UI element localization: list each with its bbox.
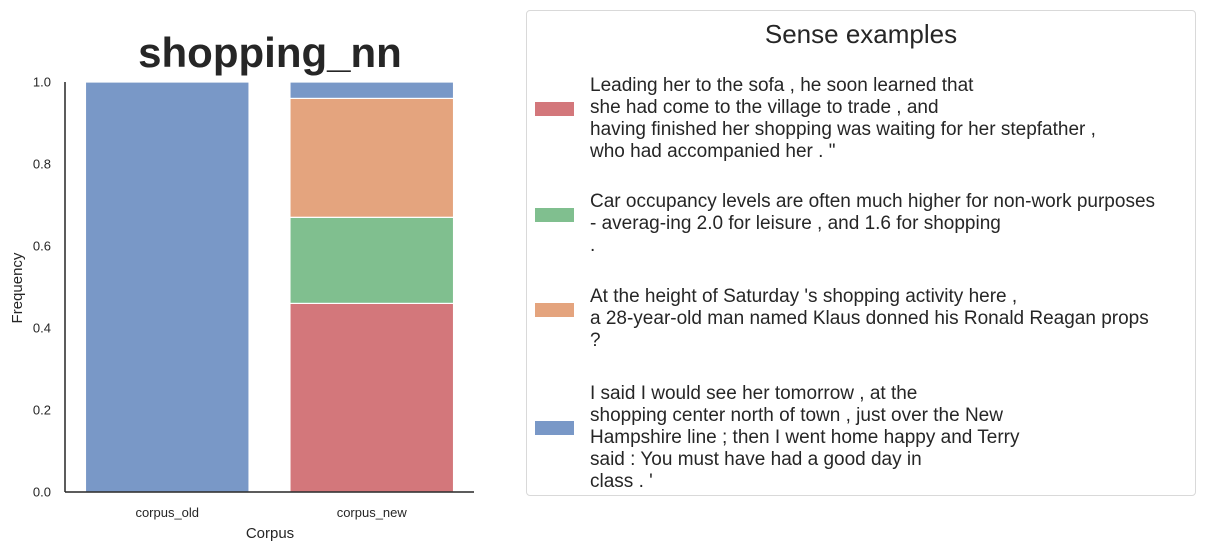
chart-title: shopping_nn [138, 29, 402, 76]
y-tick-label: 0.0 [33, 485, 51, 500]
x-axis: corpus_old corpus_new [65, 491, 474, 520]
legend-swatch-sense-1 [535, 102, 574, 116]
y-tick-label: 0.6 [33, 239, 51, 254]
legend-text-sense-3: At the height of Saturday 's shopping ac… [590, 286, 1149, 351]
bar-corpus_new-segment-1 [289, 302, 455, 493]
stacked-bar-chart: shopping_nn 0.0 0.2 0.4 0.6 0.8 1.0 corpus_ol… [9, 29, 474, 542]
x-axis-label: Corpus [246, 525, 294, 542]
legend-swatch-sense-4 [535, 421, 574, 435]
y-tick-label: 0.2 [33, 403, 51, 418]
legend-text-sense-4: I said I would see her tomorrow , at the… [590, 383, 1020, 492]
legend: Sense examples Leading her to the sofa ,… [526, 10, 1196, 496]
y-axis: 0.0 0.2 0.4 0.6 0.8 1.0 [33, 75, 66, 500]
legend-text-sense-2: Car occupancy levels are often much high… [590, 191, 1156, 256]
legend-text-sense-1: Leading her to the sofa , he soon learne… [590, 75, 1096, 162]
legend-swatch-sense-2 [535, 208, 574, 222]
legend-title: Sense examples [764, 19, 958, 49]
y-tick-label: 1.0 [33, 75, 51, 90]
bar-corpus_new-segment-3 [289, 97, 455, 218]
x-tick-label: corpus_old [135, 505, 199, 520]
bar-corpus_new-segment-2 [289, 216, 455, 305]
bar-corpus_new-segment-4 [289, 81, 455, 99]
y-axis-label: Frequency [9, 252, 26, 323]
bars-group [84, 81, 455, 493]
y-tick-label: 0.8 [33, 157, 51, 172]
x-tick-label: corpus_new [337, 505, 408, 520]
y-tick-label: 0.4 [33, 321, 51, 336]
bar-corpus_old-segment-4 [84, 81, 250, 493]
legend-swatch-sense-3 [535, 303, 574, 317]
